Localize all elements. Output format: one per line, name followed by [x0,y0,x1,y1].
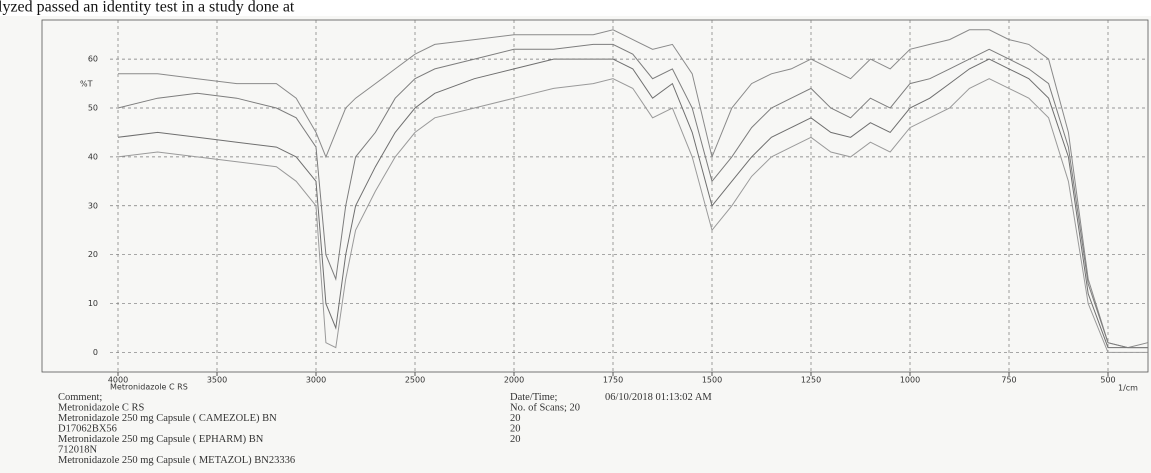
y-tick-label: 0 [93,348,98,357]
comment-line: Metronidazole 250 mg Capsule ( METAZOL) … [58,455,295,466]
y-tick-label: 50 [88,104,98,113]
y-tick-label: 10 [88,299,98,308]
axes: %T 1/cm Metronidazole C RS 0 10 20 30 40 50 60… [80,20,1148,393]
x-tick-label: 3500 [207,376,227,385]
axis-caption: Metronidazole C RS [110,383,188,392]
plot-frame [41,19,1149,373]
spectrum-line [118,29,1148,349]
spectrum-line [117,78,1148,353]
info-line: 06/10/2018 01:13:02 AM [605,392,712,403]
info-line: Date/Time; [510,392,558,403]
header-band [0,0,1151,16]
y-tick-label: 20 [88,250,98,259]
info-line: 20 [510,434,521,445]
y-axis-label: %T [80,80,93,89]
spectrum-line [117,43,1148,349]
x-tick-label: 500 [1100,376,1115,385]
header-text: lyzed passed an identity test in a study… [0,0,295,16]
info-line: 20 [510,424,521,435]
x-tick-label: 3000 [306,376,326,385]
comment-line: Metronidazole 250 mg Capsule ( EPHARM) B… [58,434,264,445]
spectra [117,29,1148,353]
comment-line: Metronidazole C RS [58,403,144,414]
x-tick-label: 1500 [702,376,722,385]
x-tick-label: 1250 [801,376,821,385]
y-tick-label: 30 [88,201,98,210]
x-tick-label: 1750 [603,376,623,385]
spectrum-line [117,58,1148,349]
x-tick-label: 4000 [108,376,128,385]
comment-line: Comment; [58,392,102,403]
comment-line: Metronidazole 250 mg Capsule ( CAMEZOLE)… [58,413,277,424]
footer: Comment;Metronidazole C RSMetronidazole … [58,392,712,466]
info-line: No. of Scans; 20 [510,403,580,414]
x-tick-label: 750 [1001,376,1016,385]
y-tick-label: 60 [88,55,98,64]
y-tick-label: 40 [88,152,98,161]
x-tick-label: 1000 [900,376,920,385]
x-tick-label: 2500 [405,376,425,385]
x-tick-label: 2000 [504,376,524,385]
comment-line: 712018N [58,445,98,456]
info-line: 20 [510,413,521,424]
x-axis-label: 1/cm [1118,384,1138,393]
comment-line: D17062BX56 [58,424,117,435]
